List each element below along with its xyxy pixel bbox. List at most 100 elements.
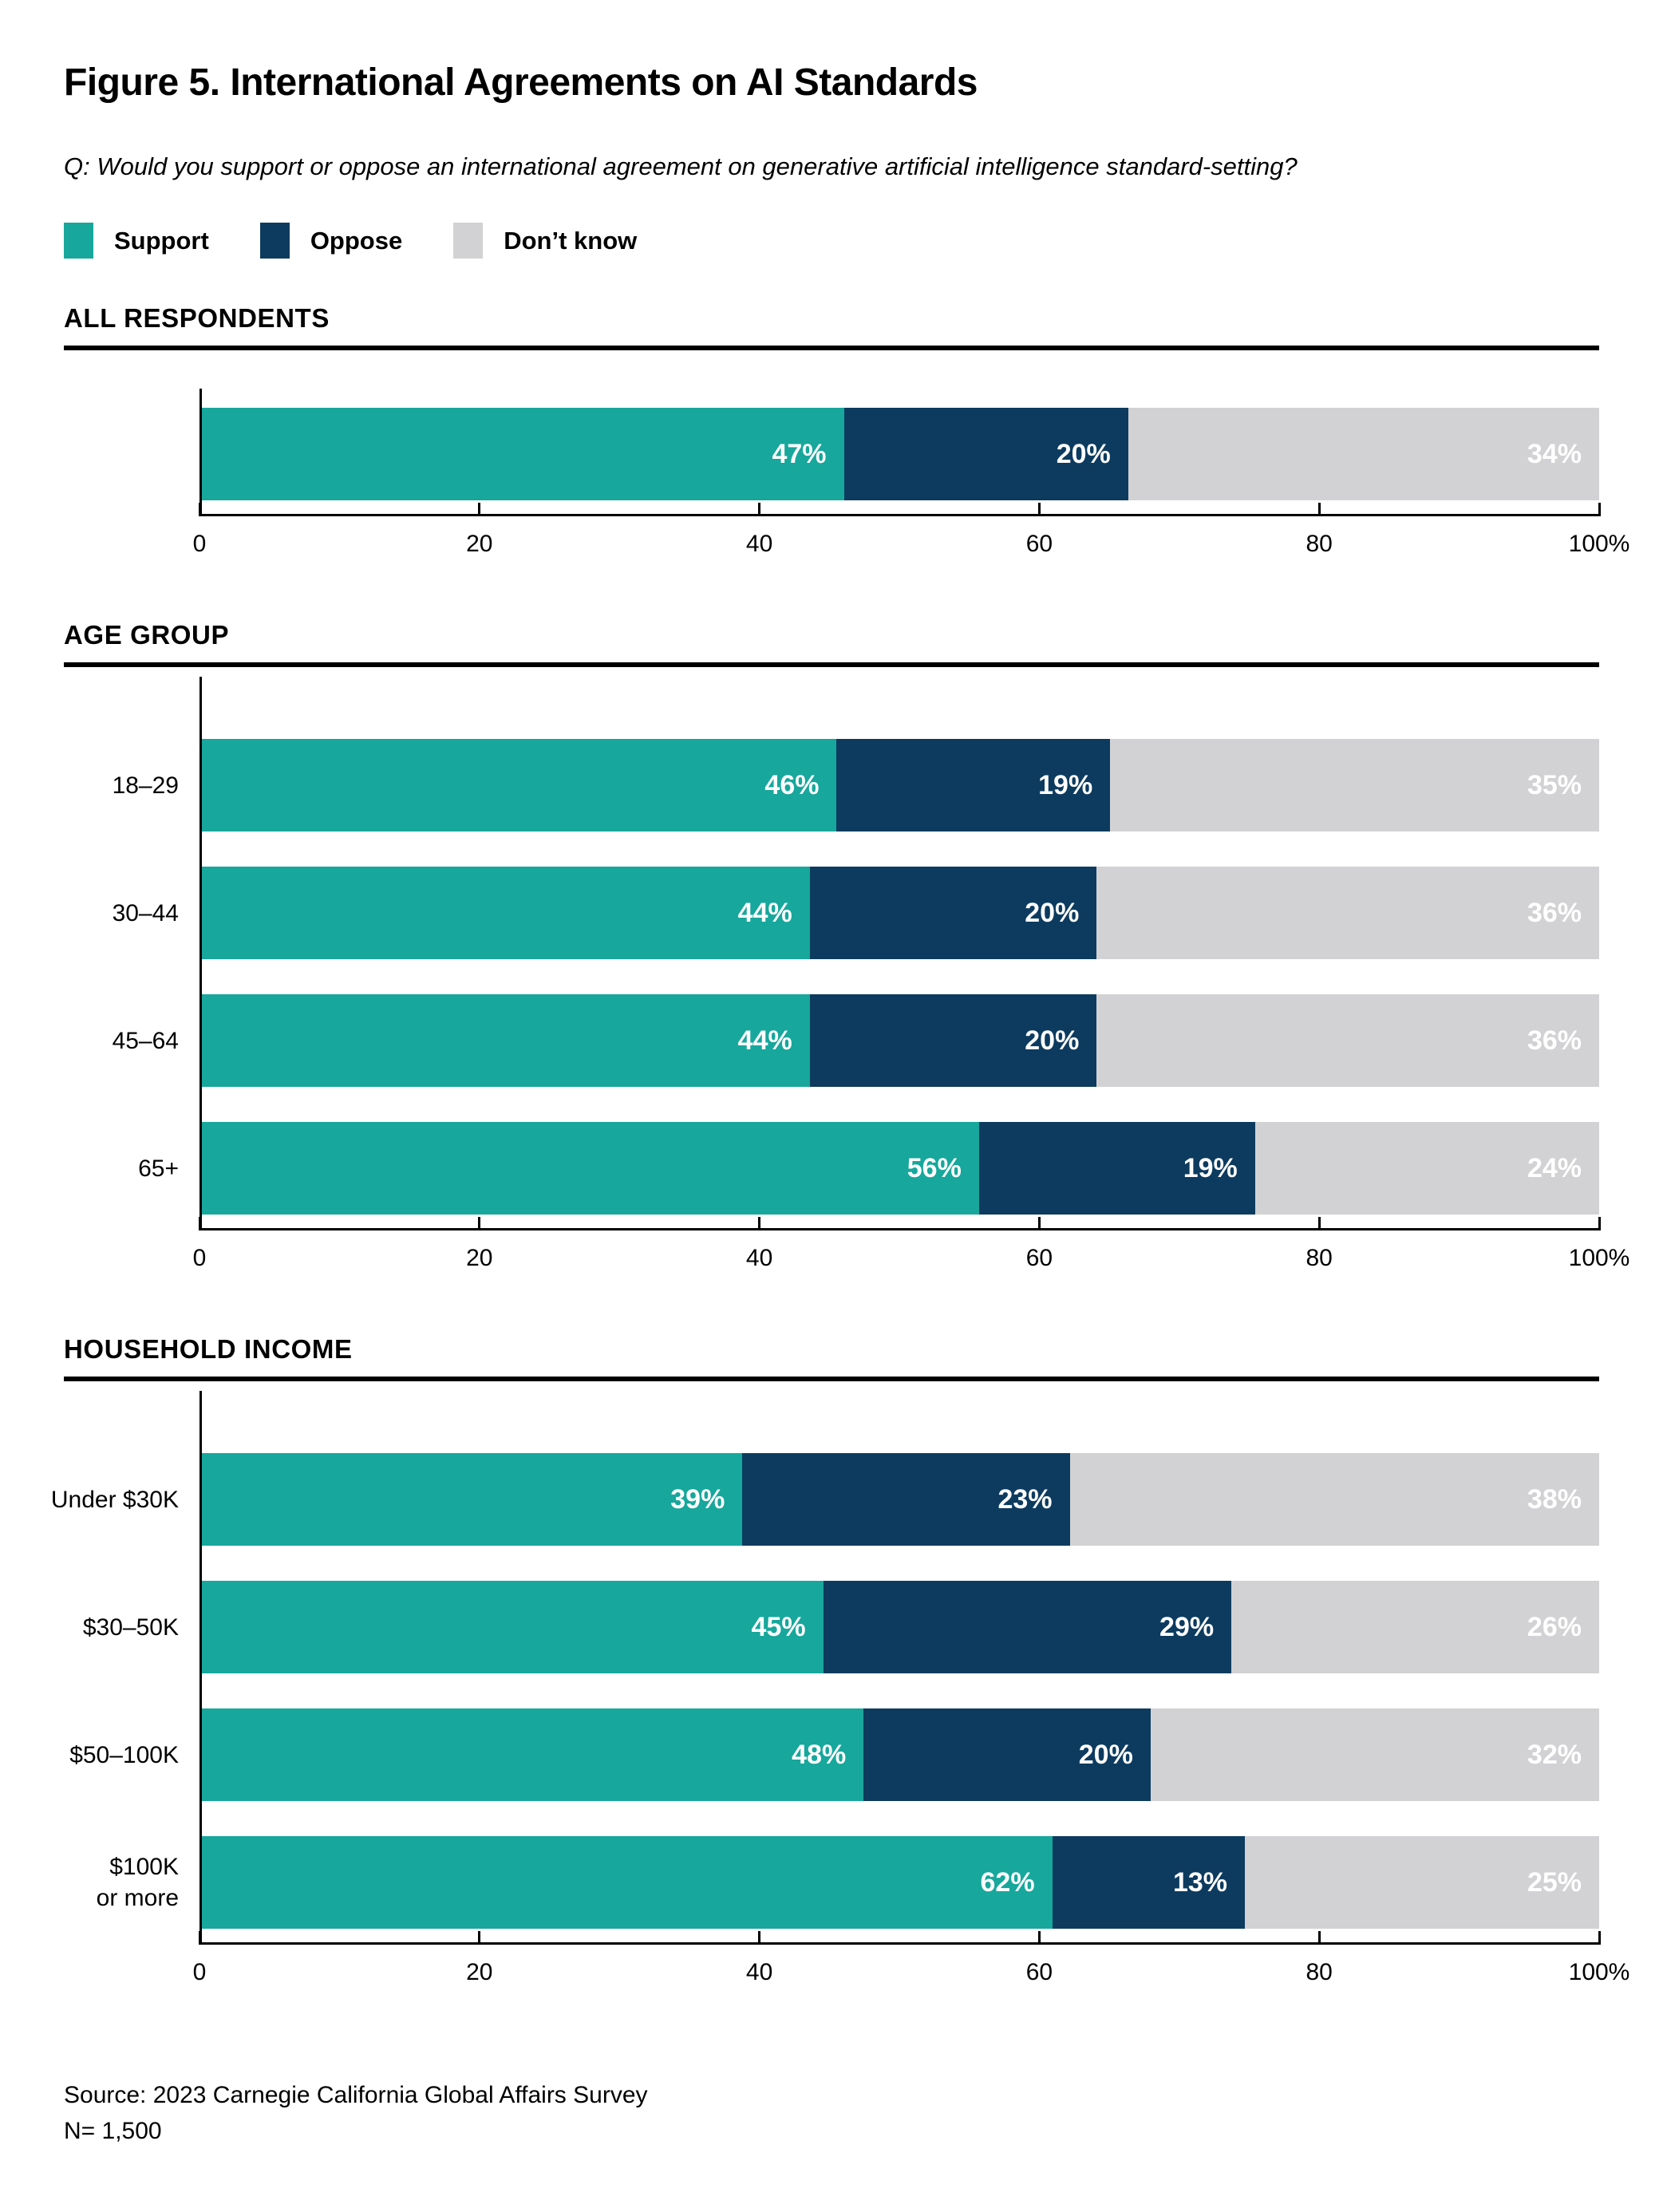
y-axis-line xyxy=(199,677,202,1230)
footer: Source: 2023 Carnegie California Global … xyxy=(64,2077,1599,2149)
category-label: Under $30K xyxy=(50,1486,179,1513)
category-label: $100K or more xyxy=(96,1854,179,1911)
x-axis-tick xyxy=(198,1931,201,1945)
category-label: 65+ xyxy=(138,1155,179,1182)
bar-rows: 18–29 46% 19% 35% 30–44 44% 20% 36% 45–64 44% 20% 3… xyxy=(0,677,1599,1228)
source-line: Source: 2023 Carnegie California Global … xyxy=(64,2082,648,2108)
bar-value-label: 44% xyxy=(737,897,792,928)
bar-segment-oppose: 19% xyxy=(836,739,1111,831)
section-title: ALL RESPONDENTS xyxy=(64,303,330,333)
bar-segment-oppose: 20% xyxy=(863,1708,1151,1801)
x-axis-tick xyxy=(198,1217,201,1230)
legend-item-don-t-know: Don’t know xyxy=(453,223,637,259)
x-axis-tick xyxy=(1317,1931,1321,1945)
x-axis-line xyxy=(198,1217,1601,1230)
x-axis-tick-label: 80 xyxy=(1306,1959,1333,1985)
x-axis-tick-label: 0 xyxy=(192,1959,207,1985)
bar-row: 45–64 44% 20% 36% xyxy=(0,994,1599,1087)
bar-value-label: 19% xyxy=(1183,1152,1238,1183)
bar-segment-don-t-know: 35% xyxy=(1110,739,1599,831)
x-axis-tick-label: 80 xyxy=(1306,1245,1333,1271)
bar-segment-support: 39% xyxy=(199,1453,743,1546)
bar-value-label: 48% xyxy=(792,1739,847,1770)
bar-value-label: 24% xyxy=(1527,1152,1582,1183)
figure-title: Figure 5. International Agreements on AI… xyxy=(64,61,978,104)
category-label: 45–64 xyxy=(112,1027,179,1054)
x-axis-tick xyxy=(198,503,201,516)
oppose-swatch-icon xyxy=(259,223,290,259)
bar-segment-oppose: 13% xyxy=(1052,1836,1245,1929)
bar-segment-don-t-know: 25% xyxy=(1245,1836,1599,1929)
bar-value-label: 19% xyxy=(1038,769,1093,800)
bar-row: $100K or more 62% 13% 25% xyxy=(0,1836,1599,1929)
x-axis-tick-label: 0 xyxy=(192,1245,207,1271)
bar-segment-don-t-know: 32% xyxy=(1150,1708,1599,1801)
category-label: 30–44 xyxy=(112,899,179,926)
chart-section-age-group: AGE GROUP 18–29 46% 19% 35% 30–44 44% 20% 36% 45–… xyxy=(0,620,1629,1290)
don-t-know-swatch-icon xyxy=(453,223,484,259)
x-axis-tick xyxy=(1037,503,1041,516)
sample-size: N= 1,500 xyxy=(64,2118,162,2144)
bar-value-label: 20% xyxy=(1056,438,1111,469)
bar-value-label: 20% xyxy=(1078,1739,1133,1770)
legend-item-oppose: Oppose xyxy=(259,223,402,259)
x-axis-tick-label: 40 xyxy=(745,1245,773,1271)
category-label: $50–100K xyxy=(69,1741,179,1768)
y-axis-line xyxy=(199,1391,202,1945)
x-axis-tick xyxy=(758,1931,761,1945)
stacked-bar: 48% 20% 32% xyxy=(199,1708,1599,1801)
x-axis-tick-label: 40 xyxy=(745,1959,773,1985)
bar-row: $30–50K 45% 29% 26% xyxy=(0,1581,1599,1673)
bar-row: $50–100K 48% 20% 32% xyxy=(0,1708,1599,1801)
plot-area: 47% 20% 34% xyxy=(0,389,1601,516)
bar-value-label: 36% xyxy=(1527,897,1582,928)
x-axis-tick xyxy=(1317,1217,1321,1230)
x-axis-tick xyxy=(758,503,761,516)
chart-section-all-respondents: ALL RESPONDENTS 47% 20% 34% 0 20 40 60 80 100% xyxy=(0,303,1629,575)
section-rule xyxy=(64,346,1599,350)
x-axis-tick-label: 40 xyxy=(745,531,773,557)
bar-segment-don-t-know: 26% xyxy=(1231,1581,1599,1673)
chart-section-household-income: HOUSEHOLD INCOME Under $30K 39% 23% 38% $30–5… xyxy=(0,1334,1630,2004)
x-axis-line xyxy=(198,503,1601,516)
legend: Support Oppose Don’t know xyxy=(64,223,1599,259)
stacked-bar: 45% 29% 26% xyxy=(199,1581,1599,1673)
category-label: 18–29 xyxy=(112,772,179,799)
bar-value-label: 38% xyxy=(1527,1483,1582,1515)
bar-segment-support: 45% xyxy=(199,1581,824,1673)
x-axis-labels: 0 20 40 60 80 100% xyxy=(193,1945,1630,2004)
bar-segment-don-t-know: 34% xyxy=(1128,408,1599,500)
bar-value-label: 56% xyxy=(907,1152,962,1183)
bar-value-label: 23% xyxy=(997,1483,1053,1515)
x-axis-tick-label: 20 xyxy=(466,531,493,557)
x-axis-tick-label: 60 xyxy=(1025,1959,1053,1985)
bar-segment-don-t-know: 24% xyxy=(1254,1122,1599,1215)
bar-segment-oppose: 20% xyxy=(809,994,1097,1087)
charts-container: ALL RESPONDENTS 47% 20% 34% 0 20 40 60 80 100% AGE… xyxy=(0,303,1663,2004)
bar-value-label: 62% xyxy=(980,1866,1035,1898)
bar-segment-oppose: 20% xyxy=(843,408,1128,500)
bar-row: Under $30K 39% 23% 38% xyxy=(0,1453,1599,1546)
x-axis-tick-label: 100% xyxy=(1568,531,1630,557)
bar-value-label: 39% xyxy=(670,1483,725,1515)
x-axis-tick-label: 20 xyxy=(466,1245,493,1271)
x-axis-tick xyxy=(1598,503,1601,516)
bar-value-label: 35% xyxy=(1527,769,1582,800)
x-axis-tick xyxy=(1598,1217,1601,1230)
bar-value-label: 20% xyxy=(1025,897,1080,928)
stacked-bar: 62% 13% 25% xyxy=(199,1836,1599,1929)
category-label: $30–50K xyxy=(82,1614,179,1641)
bar-segment-support: 46% xyxy=(199,739,837,831)
x-axis-tick xyxy=(478,1931,481,1945)
bar-value-label: 13% xyxy=(1172,1866,1227,1898)
y-axis-line xyxy=(199,389,202,516)
bar-segment-oppose: 19% xyxy=(978,1122,1255,1215)
bar-value-label: 46% xyxy=(764,769,820,800)
bar-rows: 47% 20% 34% xyxy=(0,389,1599,514)
bar-segment-support: 44% xyxy=(199,994,810,1087)
bar-segment-support: 62% xyxy=(199,1836,1053,1929)
bar-rows: Under $30K 39% 23% 38% $30–50K 45% 29% 26% $50–1… xyxy=(0,1391,1599,1942)
bar-value-label: 34% xyxy=(1527,438,1582,469)
stacked-bar: 56% 19% 24% xyxy=(199,1122,1599,1215)
x-axis-tick-label: 0 xyxy=(192,531,207,557)
